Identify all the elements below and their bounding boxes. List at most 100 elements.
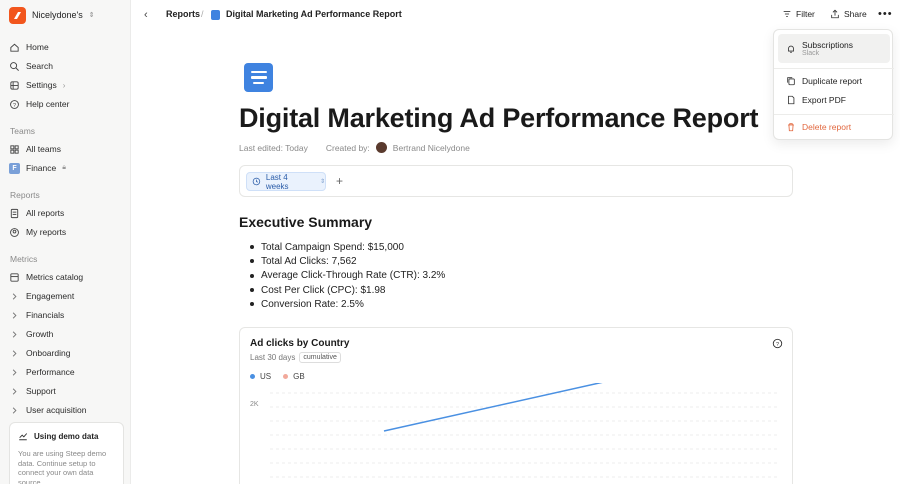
sidebar-item-all-teams[interactable]: All teams bbox=[9, 141, 124, 157]
help-icon: ? bbox=[10, 99, 19, 109]
executive-summary-heading: Executive Summary bbox=[239, 214, 373, 230]
chart-info-icon[interactable]: ? bbox=[772, 338, 783, 349]
menu-item-duplicate-report[interactable]: Duplicate report bbox=[778, 73, 890, 89]
menu-item-sublabel: Slack bbox=[802, 50, 820, 57]
sidebar-item-search[interactable]: Search bbox=[9, 58, 124, 74]
menu-item-label: Export PDF bbox=[802, 95, 846, 105]
chevron-updown-icon: ⇕ bbox=[319, 179, 325, 185]
sidebar-item-help-center[interactable]: ? Help center bbox=[9, 96, 124, 112]
menu-item-text: Subscriptions Slack bbox=[802, 40, 853, 57]
legend-item-gb[interactable]: GB bbox=[283, 372, 305, 381]
menu-item-label: Subscriptions bbox=[802, 40, 854, 50]
top-bar: ‹ Reports / Digital Marketing Ad Perform… bbox=[131, 0, 900, 30]
trash-icon bbox=[788, 123, 794, 132]
page-title: Digital Marketing Ad Performance Report bbox=[239, 103, 759, 133]
menu-item-label: Duplicate report bbox=[802, 76, 863, 86]
workspace-logo-icon bbox=[9, 6, 26, 24]
settings-icon bbox=[10, 80, 19, 90]
share-label: Share bbox=[844, 9, 867, 19]
clock-icon bbox=[252, 177, 261, 186]
legend-swatch-gb bbox=[283, 374, 289, 379]
menu-item-subscriptions[interactable]: Subscriptions Slack bbox=[778, 34, 890, 63]
sidebar-item-performance[interactable]: Performance bbox=[9, 364, 124, 380]
legend-label-us: US bbox=[260, 372, 272, 381]
list-item: Total Campaign Spend: $15,000 bbox=[250, 240, 445, 254]
add-filter-icon[interactable]: + bbox=[336, 174, 344, 188]
menu-item-delete-report[interactable]: Delete report bbox=[778, 119, 890, 135]
sidebar-item-label: User acquisition bbox=[26, 405, 87, 415]
sidebar-item-label: Search bbox=[26, 61, 53, 71]
chevron-right-icon bbox=[12, 311, 17, 319]
summary-list: Total Campaign Spend: $15,000 Total Ad C… bbox=[250, 240, 445, 311]
sidebar-item-engagement[interactable]: Engagement bbox=[9, 288, 124, 304]
demo-data-card[interactable]: Using demo data You are using Steep demo… bbox=[9, 422, 124, 484]
sidebar-item-label: All reports bbox=[26, 208, 65, 218]
sidebar-item-label: Home bbox=[26, 42, 49, 52]
bell-icon bbox=[788, 45, 794, 53]
date-range-label: Last 4 weeks bbox=[265, 172, 289, 191]
series-line-us bbox=[383, 383, 603, 432]
sidebar-item-metrics-catalog[interactable]: Metrics catalog bbox=[9, 269, 124, 285]
sidebar-item-home[interactable]: Home bbox=[9, 39, 124, 55]
sidebar-item-label: Metrics catalog bbox=[26, 272, 84, 282]
report-doc-icon bbox=[211, 10, 220, 20]
chevron-right-icon bbox=[12, 387, 17, 395]
grid-icon bbox=[10, 144, 19, 154]
legend-label-gb: GB bbox=[293, 372, 305, 381]
report-meta: Last edited: Today Created by: Bertrand … bbox=[239, 142, 470, 153]
home-icon bbox=[10, 43, 19, 52]
sidebar-item-label: Settings bbox=[26, 80, 57, 90]
breadcrumb-current-report: Digital Marketing Ad Performance Report bbox=[226, 9, 402, 19]
duplicate-icon bbox=[787, 77, 795, 86]
filter-button[interactable]: Filter bbox=[782, 9, 815, 19]
sidebar-item-label: Onboarding bbox=[26, 348, 71, 358]
sidebar-item-financials[interactable]: Financials bbox=[9, 307, 124, 323]
date-range-filter[interactable]: Last 4 weeks ⇕ bbox=[246, 172, 326, 191]
sidebar-item-settings[interactable]: Settings › bbox=[9, 77, 124, 93]
file-icon bbox=[788, 95, 795, 105]
section-label-reports: Reports bbox=[10, 190, 40, 200]
reports-icon bbox=[10, 208, 19, 218]
sidebar-item-my-reports[interactable]: My reports bbox=[9, 224, 124, 240]
sidebar-item-growth[interactable]: Growth bbox=[9, 326, 124, 342]
chevron-right-icon bbox=[12, 368, 17, 376]
y-tick-label: 2K bbox=[250, 401, 259, 408]
chart-card[interactable]: Ad clicks by Country Last 30 days cumula… bbox=[239, 327, 793, 484]
sidebar-item-all-reports[interactable]: All reports bbox=[9, 205, 124, 221]
sidebar-item-label: Engagement bbox=[26, 291, 75, 301]
search-icon bbox=[10, 61, 19, 71]
author-name[interactable]: Bertrand Nicelydone bbox=[392, 142, 470, 153]
chevron-right-icon bbox=[12, 406, 17, 414]
report-options-menu: Subscriptions Slack Duplicate report Exp… bbox=[773, 29, 894, 140]
more-options-icon[interactable]: ••• bbox=[878, 8, 893, 20]
share-button[interactable]: Share bbox=[830, 9, 867, 19]
list-item: Total Ad Clicks: 7,562 bbox=[250, 254, 445, 268]
chart-title: Ad clicks by Country bbox=[250, 338, 350, 349]
workspace-name: Nicelydone's bbox=[32, 10, 83, 20]
workspace-switcher[interactable]: Nicelydone's ⇕ bbox=[9, 6, 95, 24]
catalog-icon bbox=[10, 272, 19, 282]
breadcrumb-separator: / bbox=[201, 9, 204, 19]
sidebar-item-finance[interactable]: F Finance 🔒︎ bbox=[9, 160, 124, 176]
cumulative-chip[interactable]: cumulative bbox=[299, 352, 341, 363]
chevron-right-icon: › bbox=[62, 80, 66, 90]
breadcrumb-reports[interactable]: Reports bbox=[166, 9, 201, 19]
report-icon bbox=[244, 63, 273, 92]
back-chevron-icon[interactable]: ‹ bbox=[144, 9, 148, 21]
chevron-right-icon bbox=[12, 292, 17, 300]
menu-item-export-pdf[interactable]: Export PDF bbox=[778, 92, 890, 108]
sidebar-item-user-acquisition[interactable]: User acquisition bbox=[9, 402, 124, 418]
legend-item-us[interactable]: US bbox=[250, 372, 271, 381]
sidebar-item-label: Help center bbox=[26, 99, 70, 109]
sidebar-item-label: Finance bbox=[26, 163, 57, 173]
sidebar-item-onboarding[interactable]: Onboarding bbox=[9, 345, 124, 361]
sidebar-item-label: Financials bbox=[26, 310, 65, 320]
sidebar-item-label: Growth bbox=[26, 329, 54, 339]
chevron-right-icon bbox=[12, 349, 17, 357]
sidebar-item-support[interactable]: Support bbox=[9, 383, 124, 399]
last-edited: Last edited: Today bbox=[239, 142, 308, 153]
user-icon bbox=[10, 227, 19, 237]
list-item: Conversion Rate: 2.5% bbox=[250, 297, 445, 311]
sidebar: Nicelydone's ⇕ Home Search Settings › ? … bbox=[0, 0, 131, 484]
chevron-updown-icon: ⇕ bbox=[88, 12, 95, 19]
